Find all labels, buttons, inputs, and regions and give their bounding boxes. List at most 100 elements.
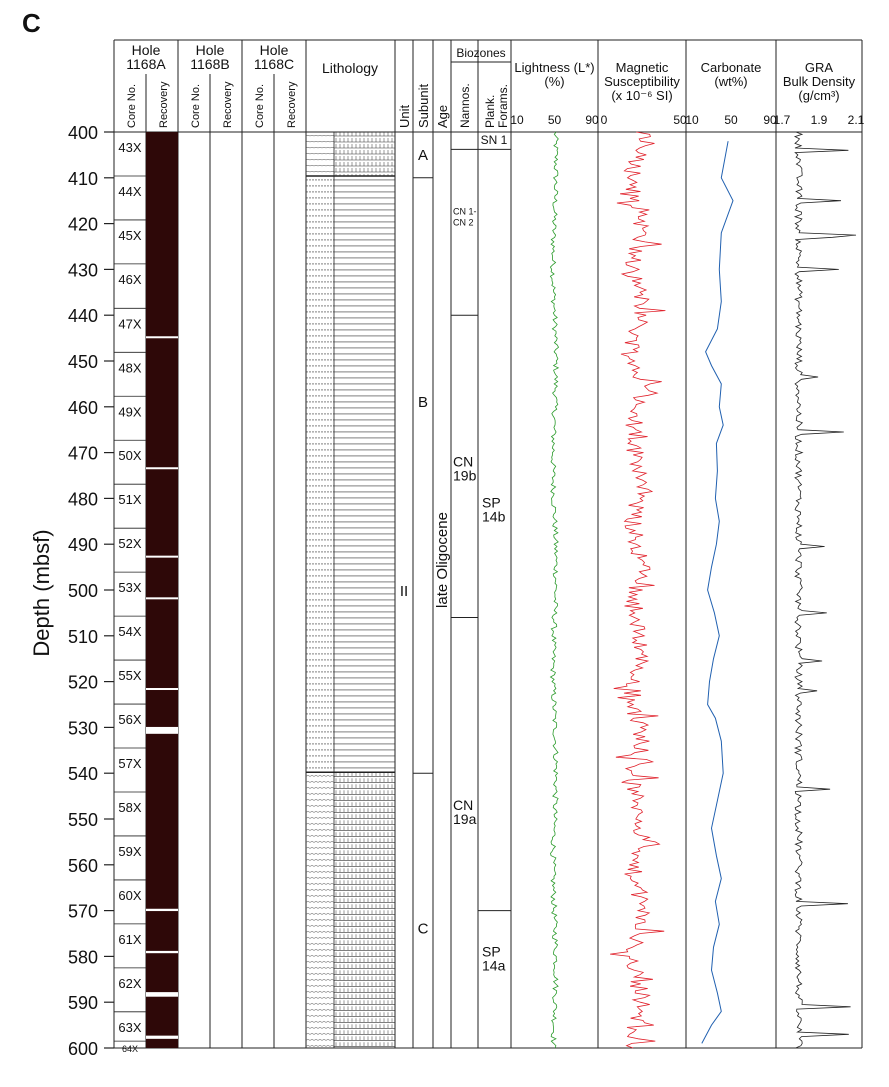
lithology-pattern-c <box>305 793 335 795</box>
recovery-gap <box>146 992 178 997</box>
lithology-pattern-a <box>305 147 335 149</box>
track-title-line1: Lightness (L*) <box>514 60 594 75</box>
lithology-pattern-a <box>305 159 335 161</box>
lithology-pattern-c <box>305 871 335 873</box>
core-label: 53X <box>118 580 141 595</box>
lithology-pattern-a <box>305 165 335 167</box>
y-tick-label: 550 <box>68 810 98 830</box>
lithology-pattern-c <box>305 787 335 789</box>
track-title-line2: Bulk Density <box>783 74 856 89</box>
y-tick-label: 520 <box>68 673 98 693</box>
foram-zone-label: 14a <box>482 957 506 973</box>
core-label: 43X <box>118 140 141 155</box>
lithology-pattern-a <box>305 141 335 143</box>
lithology-pattern-c <box>305 775 335 777</box>
panel-letter: C <box>22 8 41 38</box>
age-header: Age <box>435 105 450 128</box>
foram-zone-label: SP <box>482 943 501 959</box>
lithology-header: Lithology <box>322 60 378 76</box>
lithology-pattern-c <box>305 1033 335 1035</box>
nanno-zone-label: CN 2 <box>453 217 474 227</box>
lithology-pattern-c <box>305 841 335 843</box>
hole-title-line2: 1168C <box>254 56 294 72</box>
lithology-pattern-c <box>305 997 335 999</box>
core-label: 54X <box>118 624 141 639</box>
recovery-header: Recovery <box>286 81 298 128</box>
track-tick-label: 50 <box>548 113 562 127</box>
track-title-line1: Carbonate <box>701 60 762 75</box>
recovery-gap <box>146 336 178 339</box>
lithology-pattern-c <box>305 943 335 945</box>
y-tick-label: 560 <box>68 856 98 876</box>
track-tick-label: 50 <box>673 113 687 127</box>
track-tick-label: 2.1 <box>848 113 865 127</box>
core-label: 63X <box>118 1020 141 1035</box>
track-title-line3: (g/cm³) <box>798 88 839 103</box>
biozones-header: Biozones <box>456 46 505 60</box>
core-label: 60X <box>118 888 141 903</box>
recovery-header: Recovery <box>158 81 170 128</box>
core-label: 57X <box>118 756 141 771</box>
lithology-pattern-c <box>305 913 335 915</box>
lithology-pattern-c <box>305 973 335 975</box>
lithology-pattern-c <box>305 961 335 963</box>
core-label: 52X <box>118 536 141 551</box>
lithology-pattern-c <box>305 955 335 957</box>
lithology-pattern-c <box>305 1009 335 1011</box>
lithology-pattern-c <box>305 937 335 939</box>
lithology-column <box>305 132 395 1048</box>
core-label: 44X <box>118 184 141 199</box>
y-tick-label: 540 <box>68 764 98 784</box>
y-tick-label: 600 <box>68 1039 98 1059</box>
recovery-gap <box>146 1035 178 1039</box>
lithology-pattern-c <box>305 979 335 981</box>
nanno-zone-label: CN <box>453 797 473 813</box>
y-tick-label: 530 <box>68 718 98 738</box>
lithology-pattern-c <box>305 967 335 969</box>
foram-zone-label: 14b <box>482 509 506 525</box>
labels: 4004104204304404504604704804905005105205… <box>68 42 865 1059</box>
y-tick-label: 410 <box>68 169 98 189</box>
unit-header: Unit <box>397 104 412 128</box>
lithology-pattern-c <box>305 931 335 933</box>
track-tick-label: 90 <box>585 113 599 127</box>
lithology-pattern-c <box>305 889 335 891</box>
recovery-gap <box>146 467 178 470</box>
lithology-pattern-c <box>305 919 335 921</box>
subunit-label: B <box>418 394 428 411</box>
log-tracks <box>549 131 857 1049</box>
foram-zone-label: SP <box>482 495 501 511</box>
lithology-pattern-c <box>305 883 335 885</box>
lithology-pattern-c <box>305 1015 335 1017</box>
foram-zone-label: SN 1 <box>481 133 508 147</box>
track-tick-label: 50 <box>724 113 738 127</box>
core-label: 49X <box>118 404 141 419</box>
subunit-label: C <box>418 921 429 938</box>
y-tick-label: 420 <box>68 215 98 235</box>
lithology-pattern-c <box>305 901 335 903</box>
lithology-pattern-c <box>305 829 335 831</box>
core-no-header: Core No. <box>190 84 202 128</box>
lithology-pattern-c <box>305 1045 335 1047</box>
lithology-pattern-c <box>305 877 335 879</box>
track-tick-label: 1.9 <box>811 113 828 127</box>
recovery-gap <box>146 950 178 954</box>
track-tick-label: 90 <box>763 113 777 127</box>
y-tick-label: 590 <box>68 993 98 1013</box>
unit-label: II <box>400 583 408 600</box>
lithology-pattern-c <box>305 805 335 807</box>
core-recovery-column: 43X 44X 45X 46X 47X 48X 49X 50X 51X 52X 53X 54X 55X 5… <box>114 132 178 1054</box>
recovery-gap <box>146 555 178 558</box>
core-label: 64X <box>122 1044 138 1054</box>
hole-title-line2: 1168A <box>126 56 166 72</box>
recovery-gap <box>146 726 178 734</box>
hole-title-line1: Hole <box>196 42 225 58</box>
y-tick-label: 440 <box>68 306 98 326</box>
lithology-pattern-c <box>305 799 335 801</box>
track-title-line2: Susceptibility <box>604 74 680 89</box>
lithology-pattern-c <box>305 817 335 819</box>
lithology-pattern-c <box>305 781 335 783</box>
forams-header-line1: Plank. <box>483 95 497 128</box>
recovery-bar <box>146 132 178 1048</box>
y-tick-label: 490 <box>68 535 98 555</box>
